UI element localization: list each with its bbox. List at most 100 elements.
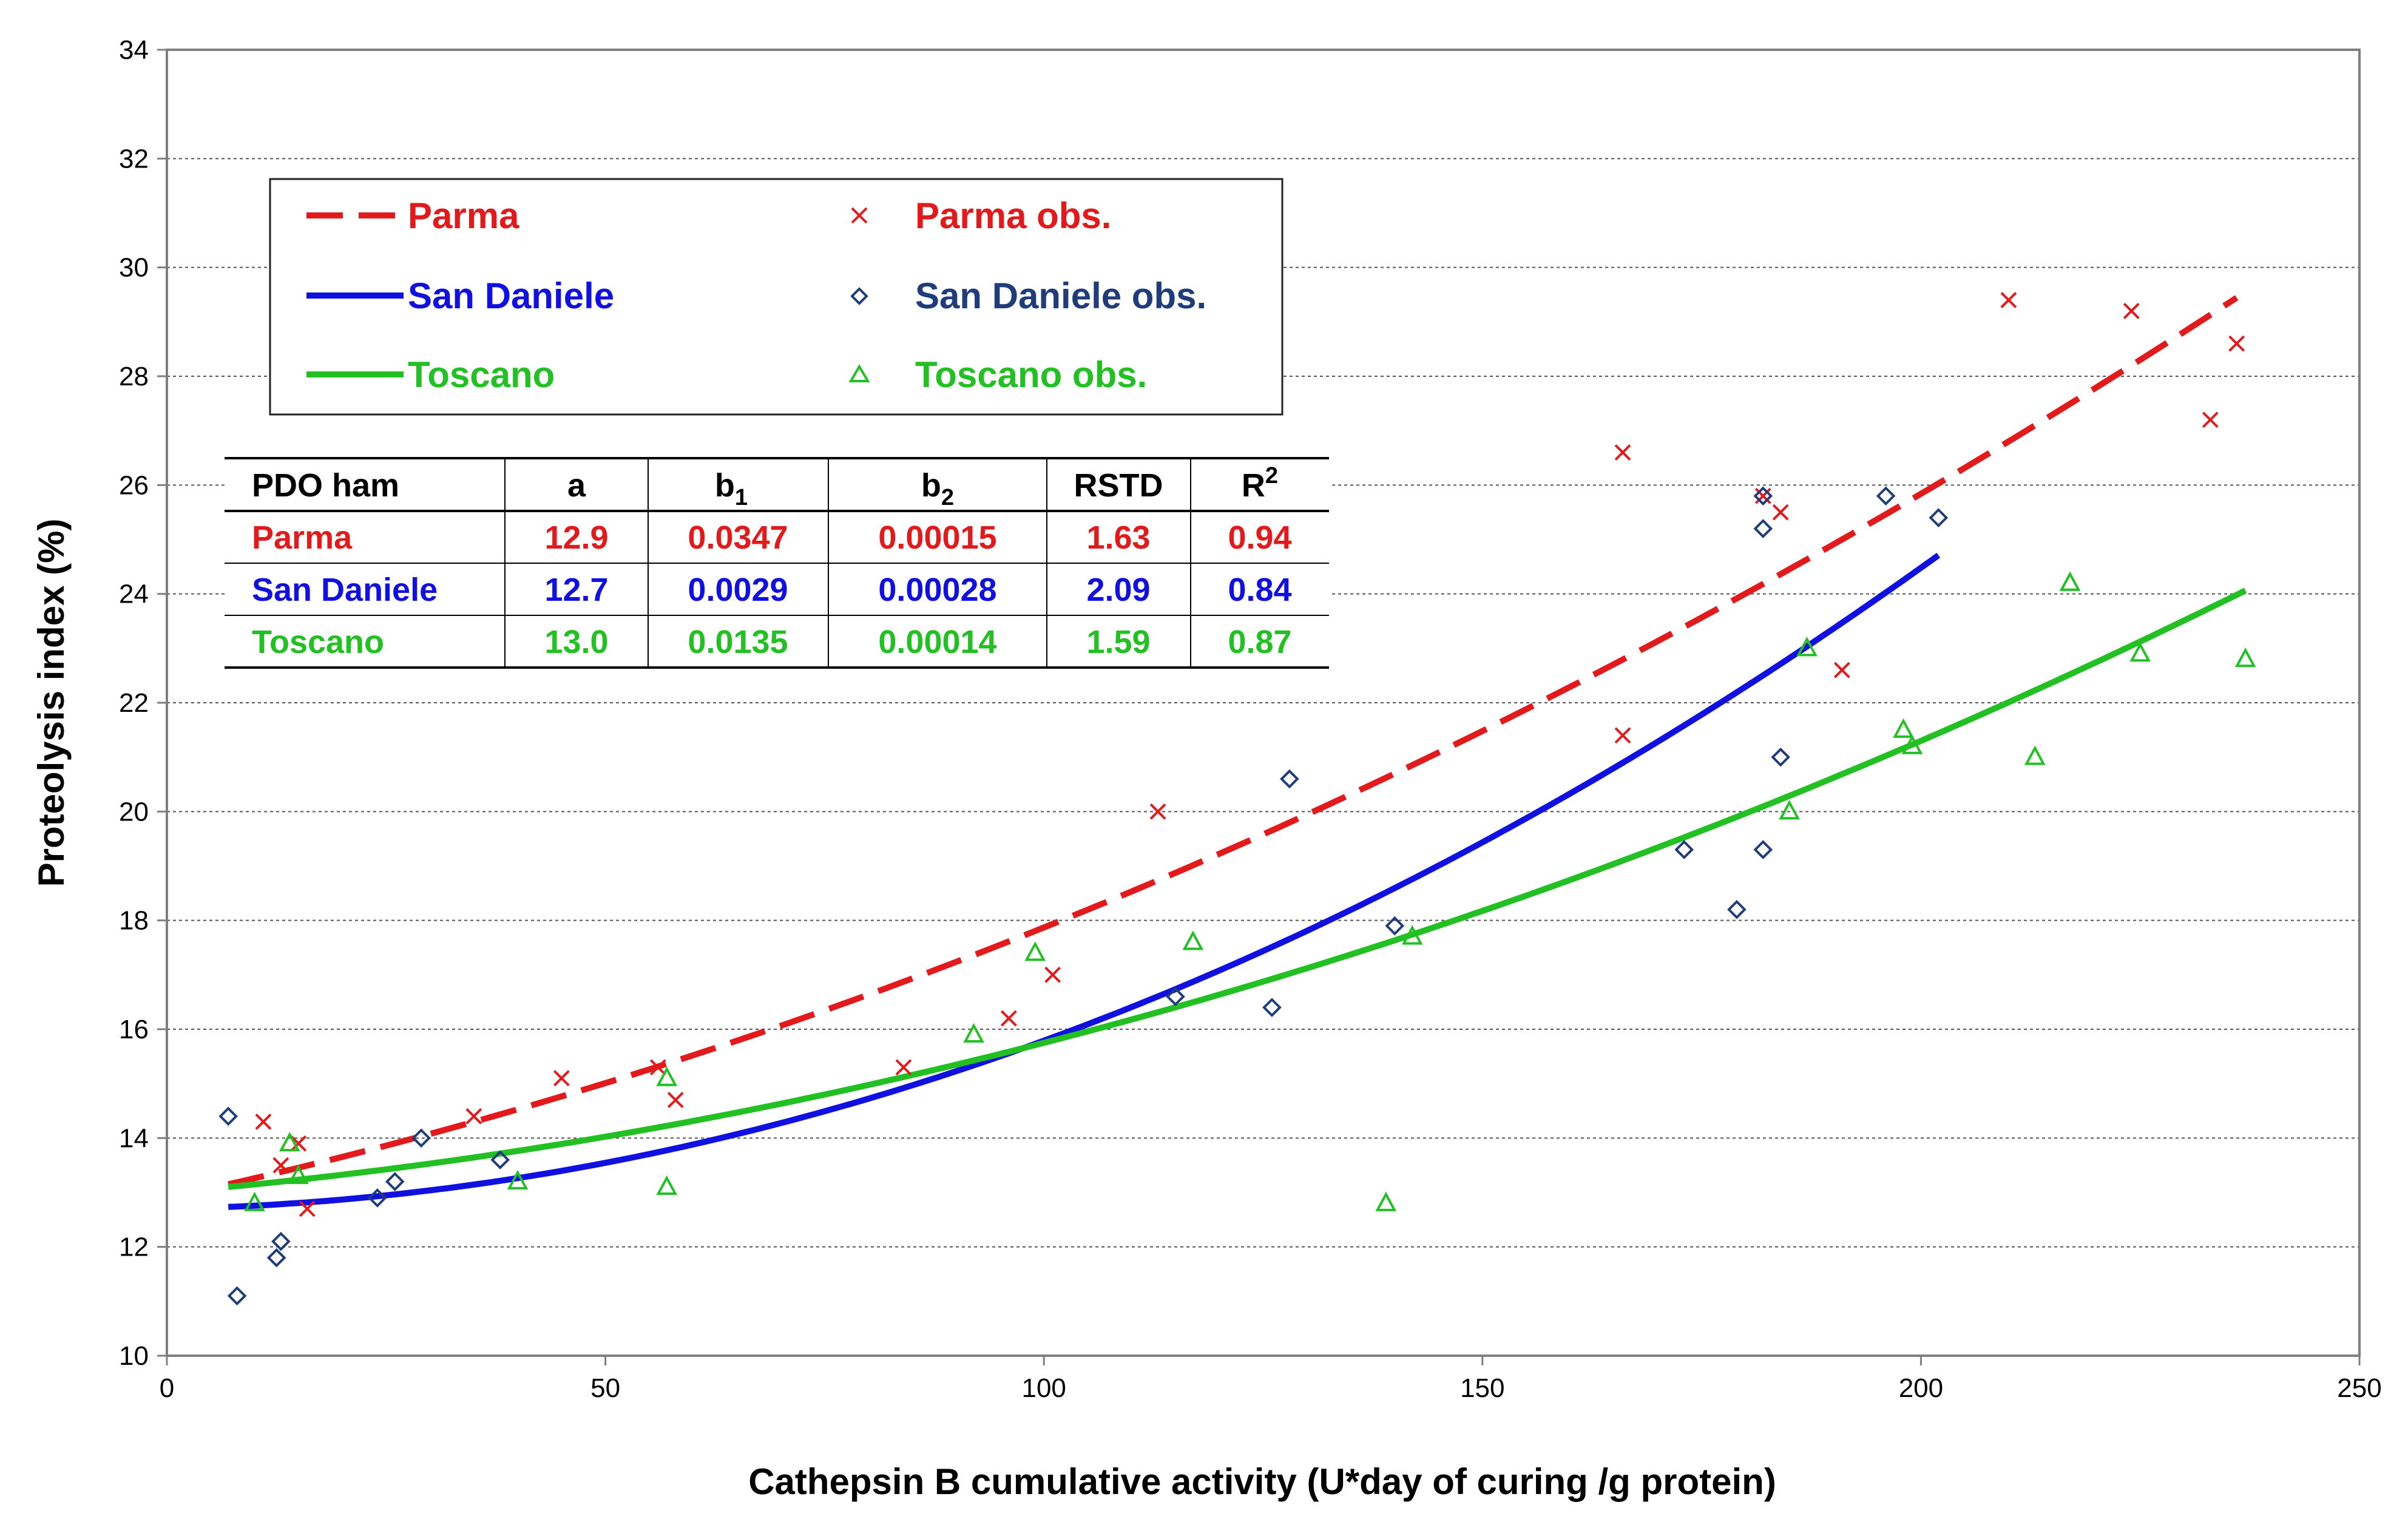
y-tick-label-30: 30 bbox=[119, 253, 149, 283]
point-toscano-obs-4 bbox=[656, 1175, 678, 1196]
b2-subscript: 2 bbox=[941, 485, 954, 510]
point-toscano-obs-17 bbox=[2129, 642, 2151, 662]
table-row-san-daniele-name: San Daniele bbox=[252, 572, 438, 608]
point-parma-obs-7 bbox=[667, 1092, 684, 1108]
b2-base: b bbox=[921, 467, 941, 504]
point-toscano-obs-8 bbox=[1182, 930, 1204, 950]
table-row-parma-b2: 0.00015 bbox=[878, 519, 996, 556]
point-parma-obs-0 bbox=[255, 1114, 272, 1130]
point-parma-obs-12 bbox=[1614, 444, 1631, 461]
point-san-daniele-obs-5 bbox=[385, 1172, 405, 1191]
point-toscano-obs-3 bbox=[507, 1169, 529, 1190]
b1-subscript: 1 bbox=[735, 485, 748, 510]
point-san-daniele-obs-11 bbox=[1385, 916, 1405, 936]
point-parma-obs-16 bbox=[1833, 661, 1850, 678]
table-row-san-daniele-b1: 0.0029 bbox=[688, 572, 788, 608]
point-parma-obs-11 bbox=[1149, 803, 1166, 820]
table-row-parma-rstd: 1.63 bbox=[1086, 519, 1150, 556]
x-tick-label-50: 50 bbox=[590, 1373, 620, 1403]
y-tick-label-10: 10 bbox=[119, 1341, 149, 1371]
y-tick-label-20: 20 bbox=[119, 797, 149, 827]
table-row-toscano-a: 13.0 bbox=[544, 624, 608, 660]
point-toscano-obs-14 bbox=[1901, 734, 1923, 754]
legend-label-san-daniele-obs: San Daniele obs. bbox=[915, 276, 1206, 316]
y-tick-label-14: 14 bbox=[119, 1123, 149, 1153]
y-axis-title: Proteolysis index (%) bbox=[31, 519, 72, 887]
table-row-toscano-rstd: 1.59 bbox=[1086, 624, 1150, 660]
y-tick-label-28: 28 bbox=[119, 362, 149, 391]
legend-label-parma: Parma bbox=[408, 195, 519, 236]
fitted-curves bbox=[228, 295, 2247, 1210]
point-toscano-obs-18 bbox=[2234, 648, 2256, 668]
point-san-daniele-obs-17 bbox=[1771, 747, 1790, 767]
point-toscano-obs-0 bbox=[244, 1191, 265, 1211]
x-axis-title: Cathepsin B cumulative activity (U*day o… bbox=[748, 1461, 1776, 1502]
point-san-daniele-obs-7 bbox=[490, 1150, 510, 1170]
x-tick-label-250: 250 bbox=[2337, 1373, 2381, 1403]
table-row-san-daniele-b2: 0.00028 bbox=[878, 572, 996, 608]
legend-box bbox=[269, 178, 1283, 416]
point-toscano-obs-12 bbox=[1796, 637, 1818, 657]
table-row-parma-b1: 0.0347 bbox=[688, 519, 788, 556]
legend-label-toscano-obs: Toscano obs. bbox=[915, 354, 1147, 395]
y-tick-label-18: 18 bbox=[119, 906, 149, 936]
point-parma-obs-17 bbox=[2000, 292, 2017, 308]
point-san-daniele-obs-10 bbox=[1280, 769, 1299, 789]
table-row-san-daniele-a: 12.7 bbox=[544, 572, 608, 608]
point-parma-obs-10 bbox=[1044, 966, 1061, 983]
x-tick-label-0: 0 bbox=[160, 1373, 174, 1403]
point-toscano-obs-15 bbox=[2024, 745, 2046, 765]
point-parma-obs-18 bbox=[2123, 302, 2140, 319]
point-san-daniele-obs-16 bbox=[1753, 486, 1773, 506]
y-tick-label-34: 34 bbox=[119, 35, 149, 65]
b1-base: b bbox=[715, 467, 735, 504]
point-parma-obs-9 bbox=[1000, 1010, 1017, 1027]
point-toscano-obs-10 bbox=[1401, 925, 1423, 945]
point-parma-obs-4 bbox=[465, 1108, 482, 1125]
r2-base: R bbox=[1242, 467, 1265, 504]
x-tick-label-200: 200 bbox=[1899, 1373, 1943, 1403]
table-header-r2: R2 bbox=[1242, 463, 1278, 504]
x-tick-label-150: 150 bbox=[1460, 1373, 1504, 1403]
point-parma-obs-5 bbox=[553, 1070, 570, 1087]
y-tick-label-32: 32 bbox=[119, 144, 149, 174]
y-tick-label-24: 24 bbox=[119, 580, 149, 609]
point-parma-obs-1 bbox=[272, 1157, 289, 1174]
point-parma-obs-6 bbox=[649, 1059, 666, 1076]
point-toscano-obs-1 bbox=[279, 1132, 300, 1152]
point-toscano-obs-9 bbox=[1375, 1191, 1397, 1211]
curve-toscano bbox=[228, 587, 2247, 1190]
table-row-toscano-name: Toscano bbox=[252, 624, 384, 660]
table-header-rstd: RSTD bbox=[1074, 467, 1163, 504]
point-san-daniele-obs-2 bbox=[266, 1248, 286, 1268]
point-san-daniele-obs-14 bbox=[1753, 840, 1773, 859]
point-parma-obs-2 bbox=[290, 1135, 307, 1152]
point-san-daniele-obs-6 bbox=[411, 1128, 431, 1148]
table-row-toscano-r2: 0.87 bbox=[1228, 624, 1291, 660]
table-header-a: a bbox=[567, 467, 586, 504]
y-tick-label-16: 16 bbox=[119, 1015, 149, 1044]
parameter-table: PDO ham a b1 b2 RSTD R2 Parma 12.9 0.034… bbox=[225, 457, 1329, 669]
legend-label-parma-obs: Parma obs. bbox=[915, 195, 1111, 236]
point-san-daniele-obs-13 bbox=[1727, 899, 1747, 919]
point-toscano-obs-16 bbox=[2059, 571, 2081, 591]
point-toscano-obs-13 bbox=[1893, 718, 1914, 738]
point-san-daniele-obs-15 bbox=[1753, 519, 1773, 538]
point-toscano-obs-6 bbox=[963, 1023, 984, 1043]
r2-superscript: 2 bbox=[1265, 463, 1278, 489]
point-san-daniele-obs-18 bbox=[1876, 486, 1896, 506]
observations bbox=[218, 292, 2256, 1306]
y-tick-label-22: 22 bbox=[119, 688, 149, 718]
y-tick-label-26: 26 bbox=[119, 470, 149, 500]
point-toscano-obs-11 bbox=[1779, 800, 1800, 820]
point-parma-obs-19 bbox=[2202, 411, 2219, 428]
legend: Parma San Daniele Toscano Parma obs. San… bbox=[269, 178, 1283, 416]
point-toscano-obs-7 bbox=[1024, 941, 1046, 961]
y-tick-label-12: 12 bbox=[119, 1233, 149, 1262]
point-san-daniele-obs-4 bbox=[368, 1188, 387, 1208]
table-header-pdo-ham: PDO ham bbox=[252, 467, 399, 504]
legend-label-toscano: Toscano bbox=[408, 354, 555, 395]
legend-marker-parma-obs bbox=[851, 207, 868, 224]
legend-marker-toscano-obs bbox=[848, 364, 870, 382]
